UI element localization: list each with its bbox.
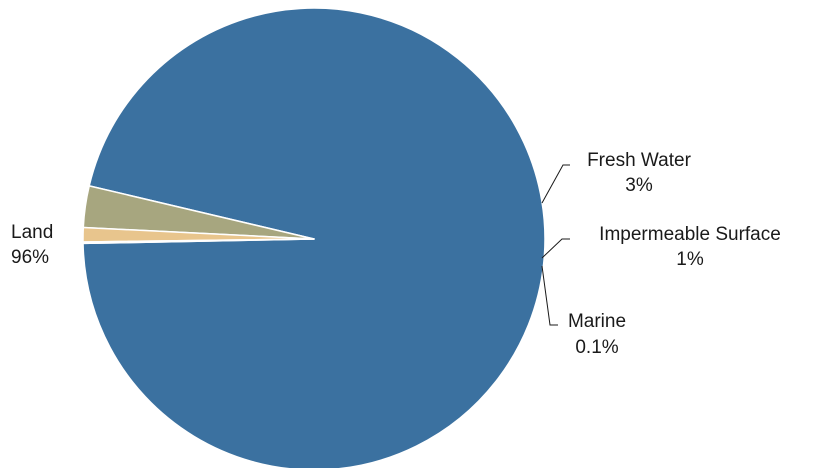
pie-slice-marine [82,238,315,245]
label-land-pct: 96% [11,247,49,268]
label-impermeable-surface-name: Impermeable Surface [599,224,781,245]
label-marine-name: Marine [568,311,626,332]
label-fresh-water-pct: 3% [625,175,653,196]
leader-line-fresh-water [541,164,570,204]
leader-line-marine [541,265,558,326]
label-land-name: Land [11,222,53,243]
label-marine-pct: 0.1% [575,337,618,358]
pie-slices [82,7,546,468]
label-impermeable-surface-pct: 1% [676,249,704,270]
leader-line-impermeable-surface [541,238,570,259]
pie-slice-land [82,7,546,468]
label-fresh-water-name: Fresh Water [587,150,691,171]
